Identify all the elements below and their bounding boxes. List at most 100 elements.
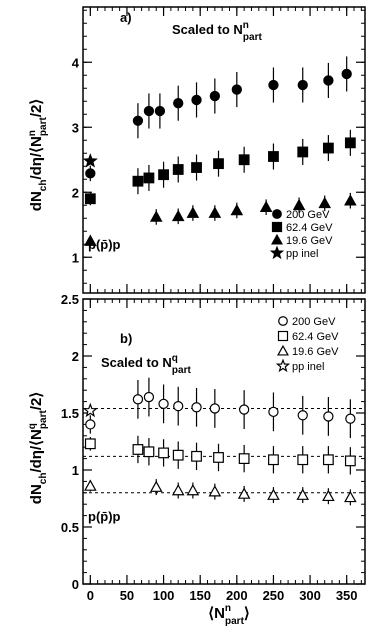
panel-a-legend-marker — [271, 221, 283, 233]
panel-b-point — [173, 401, 184, 412]
panel-b-legend-marker — [278, 316, 288, 326]
panel-a-data-marks — [82, 56, 357, 247]
panel-b-ytick-label: 2.5 — [61, 292, 79, 307]
panel-b-point — [213, 452, 224, 463]
panel-b-ylabel-main: dN — [28, 484, 45, 504]
panel-b-ylabel-ch: ch — [38, 473, 49, 485]
panel-b-frame — [82, 298, 366, 585]
panel-a-point — [344, 194, 357, 206]
panel-b-label: b) — [120, 331, 132, 346]
panel-b-point — [297, 454, 309, 466]
panel-b-xlabel-main: ⟨N — [208, 605, 225, 622]
panel-b-legend-marker — [277, 330, 289, 342]
panel-a-point — [344, 137, 356, 149]
panel-b-ylabel: dNch/dη/⟨Nqpart/2⟩ — [27, 392, 49, 504]
panel-a-series-2 — [84, 129, 356, 206]
panel-b-point — [143, 446, 155, 458]
panel-a-legend-label: pp inel — [286, 248, 318, 260]
panel-b-point — [85, 419, 96, 430]
panel-b-point — [82, 402, 98, 418]
panel-b-series-1 — [85, 377, 356, 439]
panel-b-xtick-label: 0 — [87, 588, 94, 603]
panel-a-point — [173, 98, 184, 109]
panel-b-point — [172, 449, 184, 461]
panel-a-point — [230, 203, 244, 216]
panel-b-ytick-label: 2 — [72, 349, 79, 364]
panel-a-point — [154, 105, 166, 117]
panel-a-point — [143, 105, 155, 117]
panel-a-point — [158, 169, 169, 181]
panel-b: 0 0.5 1 1.5 2 2.5 0 50 100 150 200 250 300 350 200 Ge… — [27, 292, 366, 627]
panel-a-point — [191, 94, 202, 106]
panel-b-point — [322, 489, 335, 502]
panel-b-series-3 — [84, 479, 357, 506]
panel-b-point — [132, 444, 144, 455]
panel-a-axes: 1 2 3 4 — [72, 7, 365, 293]
panel-b-ytick-label: 1 — [72, 463, 79, 478]
panel-a-legend-marker — [271, 233, 283, 245]
panel-b-point — [208, 485, 222, 497]
panel-b-series-4 — [82, 402, 98, 418]
panel-b-point — [171, 484, 185, 496]
panel-a-point — [82, 153, 98, 168]
panel-a-point — [297, 146, 309, 158]
panel-a-legend-marker — [272, 209, 282, 219]
panel-b-point — [149, 480, 163, 492]
panel-b-xtick-label: 300 — [299, 588, 321, 603]
panel-b-legend-label: 19.6 GeV — [292, 346, 339, 358]
panel-b-ylabel-sup: q — [27, 423, 38, 429]
panel-b-point — [84, 438, 96, 450]
panel-b-legend-label: 62.4 GeV — [292, 331, 339, 343]
panel-a-title-sub: part — [243, 32, 263, 43]
panel-b-pp-label: p(p̄)p — [88, 509, 121, 524]
panel-b-reference-lines — [83, 407, 365, 494]
panel-b-xtick-label: 200 — [226, 588, 248, 603]
panel-b-point — [158, 447, 169, 459]
panel-b-ytick-label: 0.5 — [61, 520, 79, 535]
panel-b-series-2 — [84, 435, 356, 475]
panel-a-point — [322, 142, 334, 154]
panel-a-point — [186, 206, 200, 218]
panel-a-point — [143, 172, 155, 184]
panel-a-ytick-label: 2 — [72, 185, 79, 200]
panel-a-point — [318, 196, 332, 209]
panel-a-ytick-label: 4 — [72, 55, 80, 70]
panel-b-xlabel: ⟨Nn part⟩ — [208, 603, 250, 627]
panel-a-point — [132, 115, 144, 126]
panel-a-series-1 — [85, 56, 352, 182]
panel-a-title-sup: n — [243, 20, 249, 31]
panel-b-legend-label: 200 GeV — [292, 316, 336, 328]
panel-a-label: a) — [120, 10, 132, 25]
panel-b-point — [238, 453, 250, 464]
panel-a-ylabel-end: /2⟩ — [28, 99, 45, 117]
panel-a-point — [297, 79, 308, 91]
panel-b-legend: 200 GeV 62.4 GeV 19.6 GeV pp inel — [275, 316, 339, 373]
panel-b-point — [344, 455, 356, 467]
panel-b-point — [268, 406, 279, 418]
panel-b-ylabel-sub: part — [38, 410, 49, 430]
panel-b-point — [322, 454, 334, 466]
panel-a-point — [268, 151, 279, 162]
panel-a-point — [268, 79, 279, 91]
panel-a-ytick-label: 1 — [72, 250, 79, 265]
panel-b-point — [268, 454, 279, 466]
panel-b-point — [132, 394, 144, 405]
panel-b-ytick-label: 1.5 — [61, 406, 79, 421]
panel-b-title-main: Scaled to N — [101, 355, 172, 370]
panel-b-point — [323, 411, 334, 422]
panel-b-axes: 0 0.5 1 1.5 2 2.5 0 50 100 150 200 250 300 350 — [61, 292, 365, 603]
panel-a-point — [208, 206, 222, 218]
panel-b-point — [84, 479, 97, 491]
panel-b-ylabel-mid: /dη/⟨N — [28, 429, 45, 472]
panel-b-point — [297, 410, 308, 421]
panel-a-point — [231, 84, 242, 95]
panel-a-pp-label: p(p̄)p — [88, 237, 121, 252]
panel-a-title: Scaled to Nn part — [172, 20, 262, 43]
panel-b-point — [191, 450, 202, 462]
panel-a-ylabel-mid: /dη/⟨N — [28, 136, 45, 179]
panel-b-point — [143, 391, 155, 403]
panel-a-point — [149, 210, 163, 222]
